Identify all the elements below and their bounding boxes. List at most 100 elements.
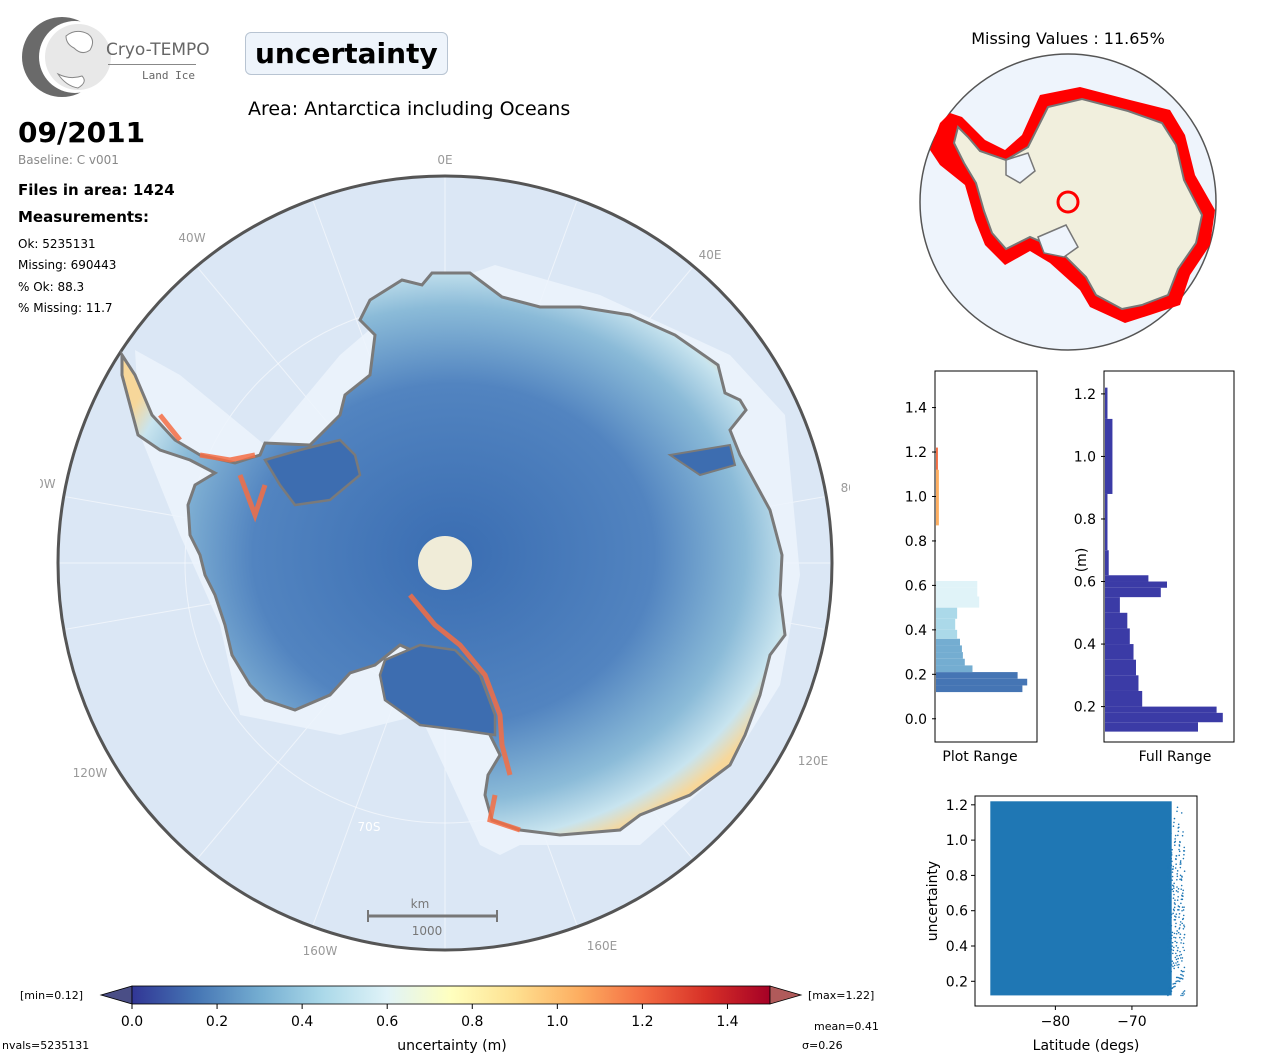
scatter-point xyxy=(1171,934,1173,937)
scatter-point xyxy=(1167,967,1170,970)
scatter-point xyxy=(1181,892,1184,894)
scatter-point xyxy=(1175,944,1178,947)
y-tick-label: 1.2 xyxy=(946,798,968,814)
scatter-point xyxy=(1178,826,1180,829)
colorbar-min-arrow xyxy=(99,985,133,1005)
scatter-point xyxy=(1176,878,1178,881)
scatter-point xyxy=(1179,924,1182,926)
histogram-bar xyxy=(1105,712,1223,723)
scatter-point xyxy=(1175,958,1178,961)
scatter-point xyxy=(1171,888,1174,891)
histogram-bar xyxy=(936,469,939,526)
scatter-point xyxy=(1169,928,1172,930)
scatter-point xyxy=(1173,982,1176,985)
scatter-point xyxy=(1183,870,1186,873)
scatter-point xyxy=(1170,916,1172,919)
scatter-point xyxy=(1168,922,1171,924)
scatter-point xyxy=(1174,940,1176,943)
scatter-point xyxy=(1176,899,1179,901)
scatter-point xyxy=(1167,867,1170,869)
y-tick-label: 0.4 xyxy=(946,939,968,955)
baseline-label: Baseline: C v001 xyxy=(18,153,119,167)
y-tick-label: 0.6 xyxy=(905,578,927,594)
scatter-point xyxy=(1168,992,1170,995)
scatter-point xyxy=(1180,994,1182,997)
y-tick-label: 0.8 xyxy=(946,868,968,884)
histogram-bar xyxy=(936,618,956,630)
full-range-ylabel: (m) xyxy=(1074,548,1090,573)
pole-hole xyxy=(418,536,472,590)
scatter-point xyxy=(1182,927,1185,930)
y-tick-label: 0.8 xyxy=(905,534,927,550)
scatter-point xyxy=(1181,918,1184,921)
lon-label-120e: 120E xyxy=(798,754,829,768)
scatter-point xyxy=(1181,960,1183,962)
scatter-point xyxy=(1172,912,1174,915)
scatter-point xyxy=(1171,945,1173,947)
histogram-bar xyxy=(1105,644,1134,660)
colorbar: [min=0.12] [max=1.22] 0.0 0.2 0.4 0.6 0.8 1.0… xyxy=(2,985,879,1054)
scatter-point xyxy=(1183,924,1185,926)
scatter-point xyxy=(1175,863,1177,866)
logo-divider xyxy=(108,64,196,65)
scatter-point xyxy=(1170,857,1173,860)
colorbar-gradient xyxy=(131,985,771,1005)
scatter-point xyxy=(1168,956,1171,959)
y-tick-label: 1.2 xyxy=(1074,387,1096,403)
scatter-point xyxy=(1178,977,1180,979)
y-tick-label: 0.2 xyxy=(905,667,927,683)
colorbar-tick-label: 0.6 xyxy=(376,1014,398,1030)
y-tick-label: 1.0 xyxy=(905,489,927,505)
scatter-point xyxy=(1180,879,1183,881)
colorbar-tick-label: 0.8 xyxy=(461,1014,483,1030)
scatter-point xyxy=(1173,906,1176,909)
scatter-point xyxy=(1170,937,1173,940)
scatter-point xyxy=(1182,942,1185,945)
scatter-point xyxy=(1176,930,1178,932)
scatter-point xyxy=(1169,968,1171,971)
scatter-point xyxy=(1176,870,1179,872)
scatter-point xyxy=(1172,865,1175,868)
scatter-point xyxy=(1177,834,1179,837)
scatter-point xyxy=(1179,957,1182,959)
scatter-point xyxy=(1175,913,1178,915)
scatter-point xyxy=(1168,937,1171,939)
missing-map-title: Missing Values : 11.65% xyxy=(971,29,1165,48)
scatter-point xyxy=(1181,909,1183,912)
x-tick-label: −70 xyxy=(1117,1014,1147,1030)
ross-ice-shelf xyxy=(378,643,497,737)
scatter-point xyxy=(1170,948,1173,951)
scatter-point xyxy=(1178,854,1180,857)
histogram-bar xyxy=(1105,706,1217,713)
histogram-bar xyxy=(1105,493,1108,551)
histogram-bar xyxy=(936,629,958,639)
missing-map-weddell xyxy=(1005,152,1036,184)
scatter-point xyxy=(1175,952,1177,955)
scatter-point xyxy=(1183,949,1186,952)
logo-subtitle: Land Ice xyxy=(142,69,195,82)
scatter-point xyxy=(1178,845,1181,847)
scatter-point xyxy=(1170,864,1173,867)
scatter-point xyxy=(1169,988,1172,990)
scatter-point xyxy=(1179,841,1181,844)
scatter-point xyxy=(1169,973,1172,976)
scale-unit: km xyxy=(411,897,430,911)
scatter-point xyxy=(1175,962,1177,964)
parameter-title: uncertainty xyxy=(245,32,448,75)
scatter-point xyxy=(1167,942,1170,945)
histogram-bar xyxy=(1105,659,1136,676)
scatter-point xyxy=(1174,982,1177,985)
scatter-point xyxy=(1167,930,1170,933)
scatter-point xyxy=(1172,908,1175,911)
colorbar-tick-label: 1.0 xyxy=(546,1014,568,1030)
scatter-point xyxy=(1174,899,1176,901)
scatter-point xyxy=(1171,987,1173,990)
colorbar-tick-label: 0.0 xyxy=(121,1014,143,1030)
histogram-bar xyxy=(936,580,978,588)
scatter-point xyxy=(1167,876,1169,879)
lon-label-160w: 160W xyxy=(303,944,338,958)
scatter-point xyxy=(1168,820,1171,823)
scatter-point xyxy=(1180,902,1182,905)
scatter-point xyxy=(1169,918,1171,921)
colorbar-tick-label: 1.4 xyxy=(716,1014,738,1030)
